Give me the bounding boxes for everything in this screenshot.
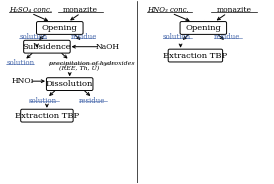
Text: monazite: monazite bbox=[216, 6, 252, 14]
Text: residue: residue bbox=[79, 97, 105, 105]
Text: precipitation of hydroxides: precipitation of hydroxides bbox=[49, 61, 135, 66]
Text: Extraction TBP: Extraction TBP bbox=[163, 52, 227, 60]
Text: solution: solution bbox=[163, 33, 191, 41]
Text: (REE, Th, U): (REE, Th, U) bbox=[59, 66, 99, 71]
FancyBboxPatch shape bbox=[36, 22, 83, 34]
Text: solution: solution bbox=[29, 97, 57, 105]
FancyBboxPatch shape bbox=[21, 109, 73, 122]
FancyBboxPatch shape bbox=[168, 49, 222, 62]
Text: solution: solution bbox=[19, 33, 47, 41]
Text: Opening: Opening bbox=[42, 24, 78, 32]
Text: residue: residue bbox=[71, 33, 97, 41]
Text: residue: residue bbox=[214, 33, 241, 41]
Text: HNO₃ conc.: HNO₃ conc. bbox=[147, 6, 189, 14]
Text: H₂SO₄ conc.: H₂SO₄ conc. bbox=[9, 6, 52, 14]
Text: Subsidence: Subsidence bbox=[23, 43, 71, 51]
Text: HNO₃: HNO₃ bbox=[11, 77, 34, 85]
FancyBboxPatch shape bbox=[180, 22, 227, 34]
Text: NaOH: NaOH bbox=[95, 43, 119, 51]
Text: solution: solution bbox=[6, 59, 35, 68]
Text: Extraction TBP: Extraction TBP bbox=[15, 112, 79, 120]
FancyBboxPatch shape bbox=[46, 78, 93, 91]
Text: monazite: monazite bbox=[63, 6, 98, 14]
FancyBboxPatch shape bbox=[24, 40, 70, 53]
Text: Opening: Opening bbox=[185, 24, 221, 32]
Text: Dissolution: Dissolution bbox=[46, 80, 93, 88]
